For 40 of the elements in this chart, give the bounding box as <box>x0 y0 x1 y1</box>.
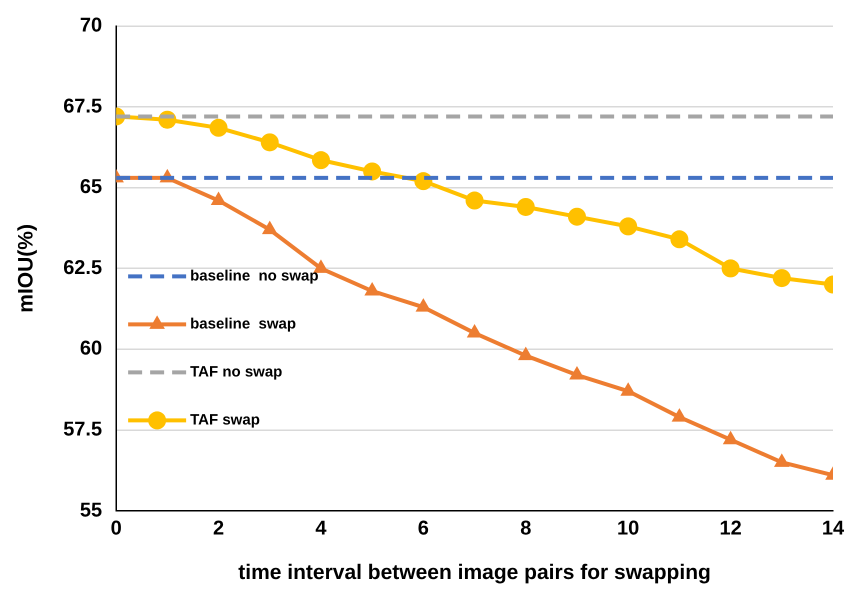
y-axis-title: mIOU(%) <box>14 224 38 313</box>
point <box>210 118 228 137</box>
point <box>722 430 738 444</box>
legend-label: baseline swap <box>190 316 296 333</box>
point <box>364 282 380 296</box>
x-tick-label: 10 <box>617 517 640 540</box>
point <box>466 192 484 210</box>
y-tick-label: 55 <box>80 499 102 522</box>
x-axis-title: time interval between image pairs for swapping <box>238 561 711 584</box>
legend-label: TAF no swap <box>190 364 282 381</box>
y-tick-label: 65 <box>80 176 102 198</box>
y-tick-label: 67.5 <box>63 95 102 118</box>
y-tick-label: 62.5 <box>63 256 102 279</box>
point <box>363 162 382 180</box>
point <box>670 230 688 248</box>
point <box>518 346 534 360</box>
y-tick-label: 70 <box>80 14 102 37</box>
point <box>569 366 585 380</box>
x-tick-label: 4 <box>315 517 328 540</box>
point <box>262 220 278 234</box>
point <box>260 133 279 152</box>
y-tick-label: 60 <box>80 338 102 360</box>
point <box>516 198 535 216</box>
point <box>722 259 740 278</box>
y-tick-label: 57.5 <box>63 418 102 441</box>
x-tick-label: 0 <box>110 517 122 540</box>
x-tick-label: 14 <box>822 517 845 540</box>
point <box>620 382 636 396</box>
point <box>568 208 586 226</box>
legend-label: TAF swap <box>190 412 260 429</box>
x-tick-label: 6 <box>418 517 429 540</box>
point <box>312 151 330 170</box>
point <box>774 453 790 467</box>
legend-label: baseline no swap <box>190 268 318 285</box>
point <box>619 217 638 236</box>
x-tick-label: 12 <box>719 517 742 540</box>
point <box>672 408 688 422</box>
point <box>772 269 791 288</box>
x-tick-label: 2 <box>212 517 224 540</box>
x-tick-label: 8 <box>520 517 532 540</box>
